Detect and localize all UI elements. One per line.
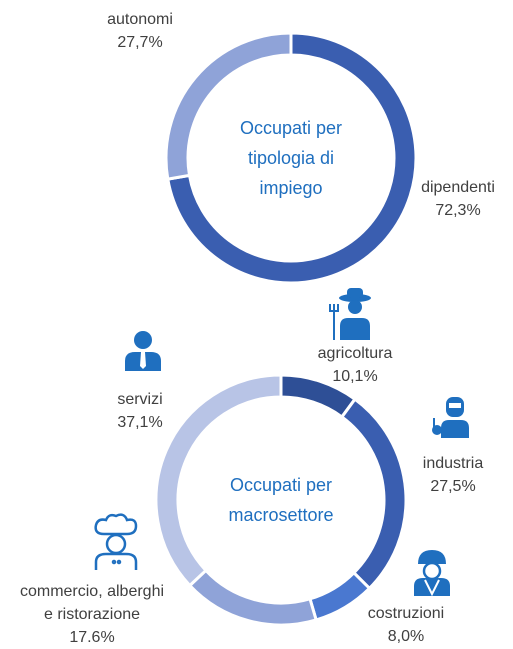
chart-title: Occupati per tipologia di impiego	[239, 118, 343, 198]
category-label: commercio, alberghi e ristorazione	[19, 583, 165, 623]
donut-segment	[154, 373, 283, 588]
category-label: dipendenti	[421, 179, 495, 196]
donut-segment	[166, 31, 418, 285]
value-label: 37,1%	[117, 414, 163, 431]
category-label: servizi	[117, 391, 163, 408]
icon-businessman	[125, 331, 161, 371]
icon-builder	[414, 550, 450, 597]
donut-segment	[339, 397, 408, 591]
icon-farmer	[329, 288, 371, 340]
value-label: 27,7%	[117, 34, 163, 51]
value-label: 27,5%	[430, 478, 476, 495]
donut-segment	[164, 31, 293, 181]
donut-segment	[187, 568, 319, 627]
icon-chef	[94, 513, 138, 570]
chart-title: Occupati per macrosettore	[228, 475, 334, 525]
value-label: 8,0%	[387, 628, 425, 645]
donut-segment	[308, 570, 372, 622]
icon-worker	[432, 397, 469, 438]
category-label: autonomi	[107, 11, 173, 28]
value-label: 10,1%	[332, 368, 378, 385]
value-label: 72,3%	[435, 202, 481, 219]
value-label: 17.6%	[69, 629, 115, 646]
category-label: agricoltura	[317, 345, 393, 362]
category-label: costruzioni	[367, 605, 445, 622]
category-label: industria	[422, 455, 484, 472]
